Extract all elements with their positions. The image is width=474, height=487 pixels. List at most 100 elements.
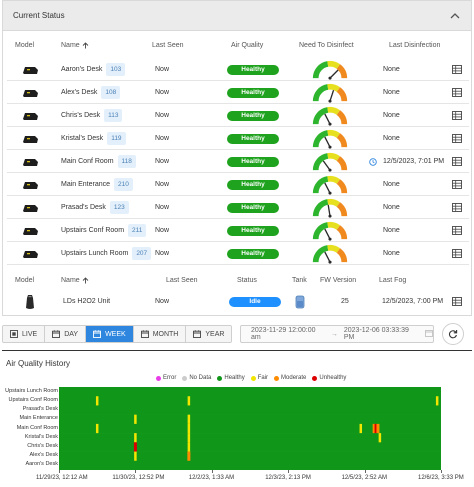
table-row[interactable]: Main Conf Room 118 Now Healthy 12/5/2023… bbox=[7, 150, 469, 173]
heatmap-cell[interactable] bbox=[134, 451, 137, 461]
table-icon[interactable] bbox=[452, 219, 462, 242]
sensor-id-badge[interactable]: 108 bbox=[101, 86, 121, 99]
last-seen: Now bbox=[155, 135, 170, 142]
heatmap-cell[interactable] bbox=[187, 451, 191, 461]
sensor-name-cell: Main Enterance 210 bbox=[61, 173, 133, 196]
heatmap-cell[interactable] bbox=[95, 423, 99, 434]
x-tick-label: 11/29/23, 12:12 AM bbox=[36, 475, 88, 481]
air-quality-history-panel: Air Quality History Error No Data Healthy F… bbox=[2, 350, 472, 487]
heatmap-row[interactable] bbox=[59, 387, 441, 397]
heatmap-row[interactable] bbox=[59, 460, 441, 470]
heatmap-cell[interactable] bbox=[134, 414, 137, 424]
heatmap-row[interactable] bbox=[59, 414, 441, 425]
heatmap-cell[interactable] bbox=[187, 433, 191, 443]
heatmap-row[interactable] bbox=[59, 423, 441, 434]
range-day-button[interactable]: DAY bbox=[45, 326, 87, 342]
range-live-button[interactable]: LIVE bbox=[3, 326, 46, 342]
table-row[interactable]: Main Enterance 210 Now Healthy None bbox=[7, 173, 469, 196]
calendar-icon bbox=[140, 330, 149, 338]
heatmap-row[interactable] bbox=[59, 433, 441, 443]
col-last-fog: Last Fog bbox=[379, 277, 407, 284]
sensor-name-cell: Kristal's Desk 119 bbox=[61, 127, 126, 150]
table-icon[interactable] bbox=[452, 81, 462, 104]
heatmap-plot[interactable] bbox=[59, 387, 441, 470]
table-icon[interactable] bbox=[452, 173, 462, 196]
x-tick-mark bbox=[135, 470, 137, 473]
legend-item[interactable]: No Data bbox=[182, 375, 211, 381]
heatmap-cell[interactable] bbox=[359, 423, 363, 434]
table-row[interactable]: Aaron's Desk 103 Now Healthy None bbox=[7, 58, 469, 81]
heatmap-cell[interactable] bbox=[372, 423, 376, 434]
sensor-icon bbox=[21, 242, 39, 265]
table-row[interactable]: Upstairs Lunch Room 207 Now Healthy None bbox=[7, 242, 469, 265]
col-status: Status bbox=[237, 277, 257, 284]
sensor-name: Main Enterance bbox=[61, 181, 111, 188]
legend-item[interactable]: Unhealthy bbox=[312, 375, 346, 381]
sensor-name: Upstairs Conf Room bbox=[61, 227, 125, 234]
last-seen: Now bbox=[155, 89, 170, 96]
sensor-id-badge[interactable]: 118 bbox=[117, 155, 136, 168]
table-icon[interactable] bbox=[452, 290, 462, 313]
sensor-id-badge[interactable]: 211 bbox=[128, 224, 147, 237]
legend-item[interactable]: Error bbox=[156, 375, 176, 381]
date-range-picker[interactable]: 2023-11-29 12:00:00 am → 2023-12-06 03:3… bbox=[240, 325, 434, 343]
sensor-name-cell: Prasad's Desk 123 bbox=[61, 196, 129, 219]
table-row[interactable]: Alex's Desk 108 Now Healthy None bbox=[7, 81, 469, 104]
table-row[interactable]: Kristal's Desk 119 Now Healthy None bbox=[7, 127, 469, 150]
sensor-id-badge[interactable]: 207 bbox=[132, 247, 152, 260]
heatmap-row[interactable] bbox=[59, 396, 441, 406]
table-row[interactable]: Prasad's Desk 123 Now Healthy None bbox=[7, 196, 469, 219]
table-icon[interactable] bbox=[452, 127, 462, 150]
legend-item[interactable]: Fair bbox=[250, 375, 268, 381]
date-end[interactable]: 2023-12-06 03:33:39 PM bbox=[343, 327, 409, 341]
refresh-button[interactable] bbox=[442, 323, 464, 345]
heatmap-cell[interactable] bbox=[435, 396, 439, 406]
sensor-name-cell: Upstairs Lunch Room 207 bbox=[61, 242, 152, 265]
x-tick-mark bbox=[288, 470, 290, 473]
date-start[interactable]: 2023-11-29 12:00:00 am bbox=[251, 327, 316, 341]
heatmap-cell[interactable] bbox=[95, 396, 99, 406]
chevron-up-icon[interactable] bbox=[449, 10, 461, 22]
sensor-name-wrap: Upstairs Conf Room 211 bbox=[61, 224, 147, 237]
sensor-name-wrap: Main Conf Room 118 bbox=[61, 155, 136, 168]
range-month-button[interactable]: MONTH bbox=[133, 326, 187, 342]
heatmap-row[interactable] bbox=[59, 451, 441, 462]
heatmap-cell[interactable] bbox=[374, 423, 378, 434]
heatmap-cell[interactable] bbox=[133, 442, 137, 452]
sensor-id-badge[interactable]: 103 bbox=[106, 63, 126, 76]
heatmap-row[interactable] bbox=[59, 405, 441, 415]
heatmap-cell[interactable] bbox=[376, 423, 380, 434]
heatmap-cell[interactable] bbox=[187, 442, 191, 452]
x-tick-label: 11/30/23, 12:52 PM bbox=[112, 475, 165, 481]
table-icon[interactable] bbox=[452, 104, 462, 127]
legend-item[interactable]: Moderate bbox=[274, 375, 306, 381]
table-icon[interactable] bbox=[452, 196, 462, 219]
col-name[interactable]: Name bbox=[61, 277, 89, 284]
device-row[interactable]: LDs H2O2 Unit Now Idle 25 12/5/2023, 7:0… bbox=[7, 290, 469, 313]
table-icon[interactable] bbox=[452, 58, 462, 81]
col-name[interactable]: Name bbox=[61, 42, 89, 49]
range-week-button[interactable]: WEEK bbox=[86, 326, 134, 342]
calendar-icon[interactable] bbox=[425, 329, 433, 339]
y-tick-label: Prasad's Desk bbox=[22, 406, 58, 413]
heatmap-row[interactable] bbox=[59, 442, 441, 452]
heatmap-cell[interactable] bbox=[187, 396, 191, 406]
panel-header[interactable]: Current Status bbox=[3, 1, 471, 31]
heatmap-cell[interactable] bbox=[187, 423, 191, 434]
heatmap-cell[interactable] bbox=[134, 433, 137, 443]
table-row[interactable]: Upstairs Conf Room 211 Now Healthy None bbox=[7, 219, 469, 242]
range-year-button[interactable]: YEAR bbox=[186, 326, 232, 342]
sensor-id-badge[interactable]: 119 bbox=[107, 132, 126, 145]
heatmap-cell[interactable] bbox=[378, 433, 382, 443]
y-tick-label: Aaron's Desk bbox=[25, 461, 58, 468]
air-quality-badge: Healthy bbox=[227, 248, 279, 259]
sensor-id-badge[interactable]: 210 bbox=[114, 178, 133, 191]
sensor-id-badge[interactable]: 113 bbox=[104, 109, 123, 122]
table-row[interactable]: Chris's Desk 113 Now Healthy None bbox=[7, 104, 469, 127]
heatmap-cell[interactable] bbox=[187, 414, 191, 424]
sensor-id-badge[interactable]: 123 bbox=[109, 201, 129, 214]
legend-item[interactable]: Healthy bbox=[217, 375, 245, 381]
table-icon[interactable] bbox=[452, 150, 462, 173]
table-icon[interactable] bbox=[452, 242, 462, 265]
x-tick-mark bbox=[364, 470, 366, 473]
